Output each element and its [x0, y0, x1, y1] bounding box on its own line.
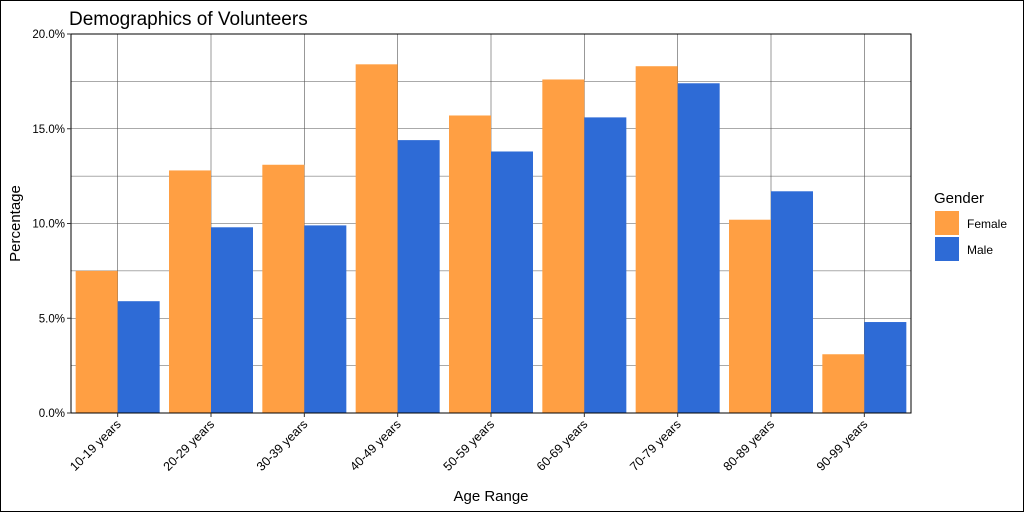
x-tick-label: 10-19 years	[67, 417, 124, 474]
bars	[75, 64, 907, 414]
bar-female-8	[729, 219, 771, 413]
chart-title: Demographics of Volunteers	[69, 9, 308, 30]
bar-male-1	[117, 301, 160, 413]
y-tick-label: 0.0%	[39, 408, 65, 420]
bar-male-9	[864, 322, 907, 413]
bar-female-1	[75, 270, 118, 413]
bar-male-3	[304, 225, 347, 413]
bar-male-8	[771, 191, 813, 413]
x-tick-label: 90-99 years	[814, 417, 871, 474]
y-tick-label: 10.0%	[32, 219, 65, 231]
y-axis-title: Percentage	[7, 185, 24, 262]
bar-female-5	[449, 115, 491, 414]
x-tick-label: 70-79 years	[627, 417, 684, 474]
x-axis-title: Age Range	[453, 488, 528, 505]
x-tick-label: 50-59 years	[441, 417, 498, 474]
bar-male-6	[584, 117, 627, 413]
x-tick-label: 40-49 years	[347, 417, 404, 474]
x-tick-label: 30-39 years	[254, 417, 311, 474]
legend-title: Gender	[934, 190, 984, 207]
bar-male-4	[397, 140, 440, 413]
x-tick-label: 20-29 years	[161, 417, 218, 474]
y-axis-ticks: 0.0% 5.0% 10.0% 15.0% 20.0%	[32, 29, 71, 420]
y-tick-label: 20.0%	[32, 29, 65, 41]
legend: Gender Female Male	[934, 190, 1007, 261]
x-axis-ticks: 10-19 years 20-29 years 30-39 years 40-49 y…	[67, 413, 870, 474]
bar-male-2	[211, 227, 253, 413]
legend-swatch-female	[935, 211, 959, 235]
bar-female-9	[822, 354, 865, 413]
bar-female-2	[169, 170, 211, 413]
bar-male-7	[677, 83, 720, 414]
x-tick-label: 80-89 years	[721, 417, 778, 474]
bar-female-6	[542, 79, 585, 413]
y-tick-label: 15.0%	[32, 124, 65, 136]
bar-female-7	[635, 66, 678, 413]
bar-female-3	[262, 164, 305, 413]
x-tick-label: 60-69 years	[534, 417, 591, 474]
legend-swatch-male	[935, 237, 959, 261]
bar-female-4	[355, 64, 398, 413]
legend-label-male: Male	[967, 243, 993, 257]
y-tick-label: 5.0%	[39, 313, 65, 325]
legend-label-female: Female	[967, 217, 1007, 231]
bar-male-5	[491, 151, 533, 414]
